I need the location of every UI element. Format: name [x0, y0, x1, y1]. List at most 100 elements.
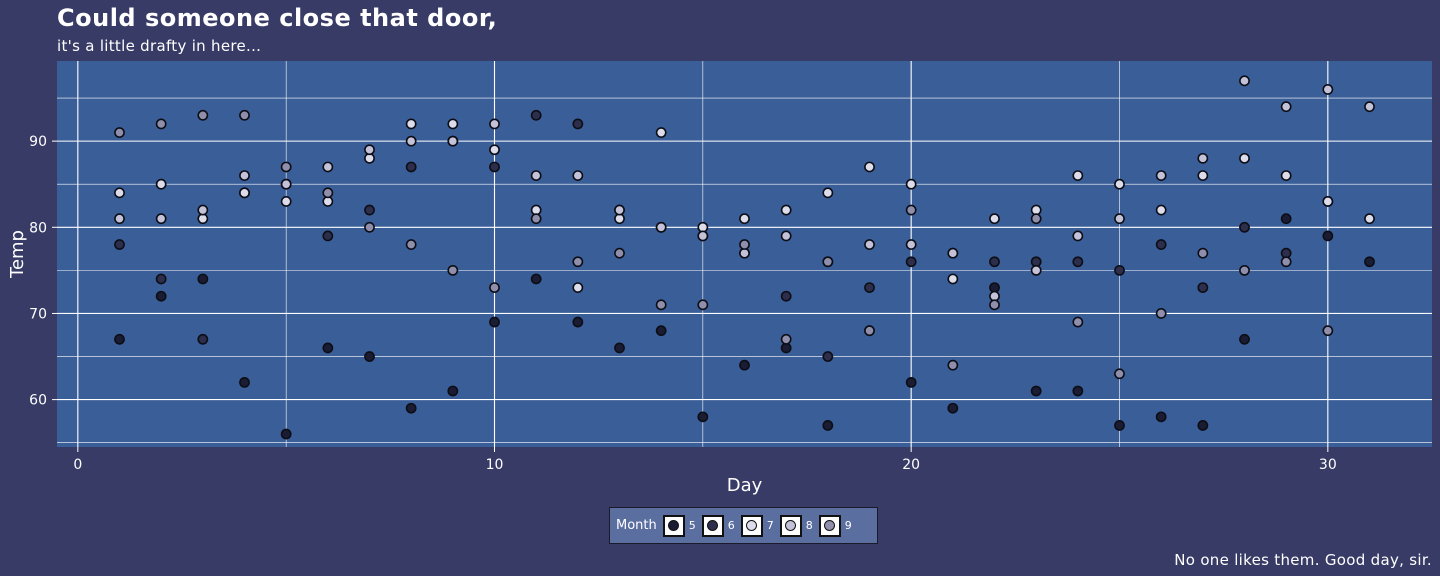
- legend-label: 6: [727, 519, 735, 532]
- point-month-5: [155, 290, 167, 302]
- point-month-9: [780, 333, 792, 345]
- x-tick-label: 20: [902, 457, 920, 473]
- point-month-9: [405, 239, 417, 250]
- point-month-7: [1114, 178, 1125, 190]
- point-month-5: [1280, 213, 1292, 225]
- point-month-9: [197, 109, 209, 121]
- point-month-9: [1239, 264, 1250, 276]
- point-month-7: [447, 118, 459, 130]
- legend-key: [818, 514, 841, 537]
- legend-items: 5 6 7 8 9: [662, 514, 858, 537]
- point-month-8: [1239, 75, 1250, 87]
- point-month-6: [864, 282, 875, 294]
- point-month-6: [489, 161, 500, 173]
- point-month-5: [447, 385, 459, 397]
- y-tick-label: 80: [29, 220, 47, 236]
- data-points: [114, 75, 1375, 440]
- point-month-6: [1072, 256, 1084, 268]
- point-month-7: [1197, 170, 1209, 181]
- point-month-5: [1072, 385, 1084, 397]
- point-month-8: [1155, 170, 1167, 181]
- point-month-6: [155, 273, 167, 285]
- point-month-7: [1239, 152, 1250, 164]
- point-month-8: [322, 161, 334, 173]
- point-month-8: [905, 239, 917, 250]
- point-month-8: [614, 204, 625, 216]
- point-month-9: [739, 239, 750, 250]
- point-month-5: [405, 402, 417, 414]
- legend-title: Month: [616, 518, 657, 533]
- point-month-5: [655, 325, 667, 337]
- point-month-8: [155, 213, 167, 225]
- point-month-9: [1114, 368, 1125, 380]
- point-month-7: [405, 118, 417, 130]
- point-month-5: [572, 316, 584, 328]
- point-month-9: [114, 127, 125, 138]
- point-month-6: [572, 118, 584, 130]
- grid-lines: [57, 61, 1432, 447]
- y-tick-label: 70: [29, 306, 47, 322]
- point-month-5: [1114, 420, 1125, 431]
- legend-label: 9: [844, 519, 852, 532]
- point-month-5: [280, 428, 292, 440]
- point-month-9: [155, 118, 167, 130]
- legend-label: 7: [766, 519, 774, 532]
- legend-key: [779, 514, 802, 537]
- point-month-9: [1030, 213, 1042, 225]
- x-tick-label: 10: [486, 457, 504, 473]
- point-month-8: [697, 230, 709, 242]
- legend-swatch: [707, 520, 719, 531]
- point-month-7: [947, 273, 959, 285]
- point-month-9: [1280, 256, 1292, 268]
- point-month-6: [905, 256, 917, 268]
- point-month-8: [405, 135, 417, 147]
- legend-swatch: [746, 520, 758, 531]
- chart-title: Could someone close that door,: [57, 4, 498, 32]
- point-month-5: [614, 342, 625, 354]
- point-month-5: [239, 376, 250, 388]
- y-tick-label: 60: [29, 393, 47, 409]
- legend-item-9: 9: [818, 514, 852, 537]
- point-month-8: [447, 135, 459, 147]
- point-month-9: [1072, 316, 1084, 328]
- point-month-9: [572, 256, 584, 268]
- point-month-6: [1114, 264, 1125, 276]
- point-month-9: [489, 282, 500, 294]
- point-month-8: [655, 221, 667, 233]
- point-month-7: [1155, 204, 1167, 216]
- point-month-5: [1322, 230, 1334, 242]
- y-axis-title: Temp: [7, 230, 28, 279]
- point-month-6: [822, 351, 834, 362]
- point-month-5: [364, 351, 375, 362]
- point-month-9: [989, 299, 1000, 311]
- legend-swatch: [785, 520, 797, 531]
- point-month-8: [1114, 213, 1125, 225]
- y-tick-label: 90: [29, 134, 47, 150]
- point-month-5: [947, 402, 959, 414]
- point-month-9: [655, 299, 667, 311]
- point-month-9: [1197, 247, 1209, 259]
- point-month-7: [822, 187, 834, 199]
- point-month-9: [364, 221, 375, 233]
- point-month-8: [364, 144, 375, 156]
- point-month-8: [239, 170, 250, 181]
- point-month-5: [739, 359, 750, 371]
- point-month-9: [530, 213, 542, 225]
- point-month-7: [155, 178, 167, 190]
- chart-subtitle: it's a little drafty in here...: [57, 37, 262, 55]
- point-month-7: [1364, 213, 1375, 225]
- point-month-8: [197, 204, 209, 216]
- point-month-9: [864, 325, 875, 337]
- point-month-6: [114, 239, 125, 250]
- point-month-7: [905, 178, 917, 190]
- point-month-5: [1239, 333, 1250, 345]
- point-month-9: [239, 109, 250, 121]
- point-month-5: [905, 376, 917, 388]
- point-month-8: [1280, 101, 1292, 113]
- legend-key: [662, 514, 685, 537]
- point-month-8: [1364, 101, 1375, 113]
- point-month-6: [780, 290, 792, 302]
- point-month-9: [1322, 325, 1334, 337]
- point-month-8: [114, 213, 125, 225]
